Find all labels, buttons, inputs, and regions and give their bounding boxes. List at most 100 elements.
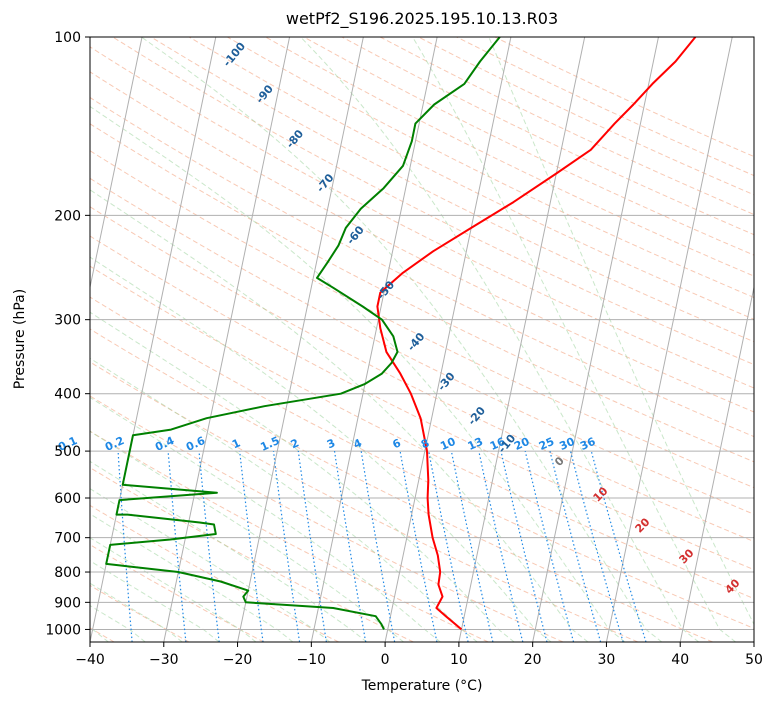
- moist-adiabat-line: [90, 357, 478, 642]
- mixing-ratio-label: 10: [438, 435, 458, 453]
- dewpoint-profile-line: [105, 37, 501, 630]
- dry-adiabat-line: [90, 177, 754, 515]
- isotherm-line: [458, 37, 586, 642]
- x-tick-label: −40: [75, 652, 105, 668]
- dry-adiabat-line: [227, 37, 754, 299]
- y-tick-label: 900: [54, 595, 81, 611]
- mixing-ratio-label: 30: [557, 435, 577, 453]
- isotherm-line: [384, 37, 512, 642]
- mixing-ratio-label: 13: [466, 435, 485, 453]
- moist-adiabat-line: [90, 513, 294, 642]
- moist-adiabat-line: [90, 460, 368, 642]
- mixing-ratio-line: [117, 451, 133, 642]
- temperature-profile-line: [376, 37, 697, 631]
- moist-adiabat-line: [141, 37, 663, 642]
- mixing-ratio-line: [569, 450, 624, 642]
- dry-adiabat-line: [90, 544, 265, 642]
- isotherm-line: [163, 37, 291, 642]
- moist-adiabat-line: [90, 105, 626, 642]
- x-tick-label: 50: [745, 652, 763, 668]
- isotherm-line: [679, 284, 754, 642]
- dry-adiabat-label: -70: [314, 171, 337, 195]
- moist-adiabat-label: 10: [591, 484, 611, 504]
- plot-frame: [89, 36, 755, 643]
- mixing-ratio-line: [399, 450, 438, 642]
- dry-adiabat-line: [90, 395, 564, 642]
- dry-adiabat-label: -40: [405, 330, 428, 354]
- series-layer: [105, 37, 697, 631]
- x-tick-label: 30: [598, 652, 616, 668]
- dry-adiabat-line: [90, 504, 339, 642]
- moist-adiabat-line: [90, 430, 404, 642]
- dry-adiabat-label: -20: [465, 404, 488, 428]
- dry-adiabat-line: [112, 37, 754, 366]
- mixing-ratio-line: [167, 451, 187, 642]
- dry-adiabat-line: [188, 37, 754, 320]
- mixing-ratio-label: 3: [325, 436, 337, 451]
- dry-adiabat-line: [494, 37, 754, 158]
- x-tick-label: −20: [223, 652, 253, 668]
- dry-adiabat-line: [150, 37, 754, 343]
- moist-adiabat-line: [90, 537, 257, 642]
- y-tick-label: 200: [54, 208, 81, 224]
- y-tick-label: 500: [54, 444, 81, 460]
- moist-adiabat-label: 30: [677, 546, 697, 566]
- y-tick-label: 400: [54, 387, 81, 403]
- mixing-ratio-label: 25: [537, 435, 556, 453]
- isotherm-line: [753, 639, 754, 642]
- chart-title: wetPf2_S196.2025.195.10.13.R03: [285, 9, 559, 28]
- moist-adiabat-line: [300, 37, 700, 642]
- axes-layer: −40 −30 −20 −10 0 10 20 30 40 5010009008007006005…: [45, 30, 763, 668]
- mixing-ratio-line: [478, 450, 524, 642]
- background-lines-layer: [0, 37, 754, 642]
- mixing-ratio-line: [428, 450, 469, 642]
- moist-adiabat-line: [90, 396, 441, 642]
- isotherm-line: [605, 37, 733, 642]
- moist-adiabat-line: [412, 37, 736, 642]
- x-tick-label: 40: [671, 652, 689, 668]
- y-tick-label: 800: [54, 565, 81, 581]
- moist-adiabat-line: [90, 627, 109, 642]
- y-tick-label: 1000: [45, 622, 81, 638]
- isotherm-line: [0, 37, 68, 642]
- moist-adiabat-line: [90, 582, 183, 642]
- dry-adiabat-line: [90, 206, 754, 543]
- x-tick-label: −10: [297, 652, 327, 668]
- line-labels-layer: 0.1 0.2 0.4 0.6 1 1.5 2 3 4 6 8 10 13 16 20 25 30 36-100-…: [56, 40, 743, 597]
- dry-adiabat-line: [90, 430, 489, 642]
- moist-adiabat-line: [90, 560, 220, 642]
- isotherm-line: [237, 37, 364, 642]
- mixing-ratio-label: 20: [512, 435, 532, 453]
- x-tick-label: 10: [450, 652, 468, 668]
- dry-adiabat-line: [90, 361, 639, 642]
- dry-adiabat-line: [90, 71, 754, 413]
- moist-adiabat-line: [90, 311, 515, 642]
- mixing-ratio-label: 36: [578, 435, 598, 453]
- y-tick-label: 700: [54, 531, 81, 547]
- mixing-ratio-line: [272, 451, 301, 642]
- moist-adiabat-line: [90, 256, 552, 642]
- y-tick-label: 300: [54, 313, 81, 329]
- moist-adiabat-line: [90, 189, 589, 642]
- mixing-ratio-line: [524, 450, 575, 642]
- isotherm-line: [532, 37, 659, 642]
- dry-adiabat-label: -80: [284, 127, 307, 151]
- y-tick-label: 600: [54, 491, 81, 507]
- moist-adiabat-line: [90, 488, 331, 642]
- mixing-ratio-line: [297, 451, 327, 642]
- dry-adiabat-line: [90, 46, 754, 389]
- dry-adiabat-line: [90, 150, 754, 489]
- dry-adiabat-label: -100: [220, 40, 248, 70]
- mixing-ratio-line: [590, 450, 647, 642]
- mixing-ratio-line: [549, 450, 602, 642]
- dry-adiabat-line: [90, 265, 754, 600]
- mixing-ratio-line: [198, 451, 220, 642]
- dry-adiabat-line: [90, 467, 414, 642]
- x-axis-label: Temperature (°C): [361, 678, 483, 694]
- x-tick-label: 20: [524, 652, 542, 668]
- mixing-ratio-label: 16: [488, 435, 508, 453]
- mixing-ratio-label: 2: [289, 436, 301, 451]
- x-tick-label: −30: [149, 652, 179, 668]
- isotherm-line: [90, 37, 217, 642]
